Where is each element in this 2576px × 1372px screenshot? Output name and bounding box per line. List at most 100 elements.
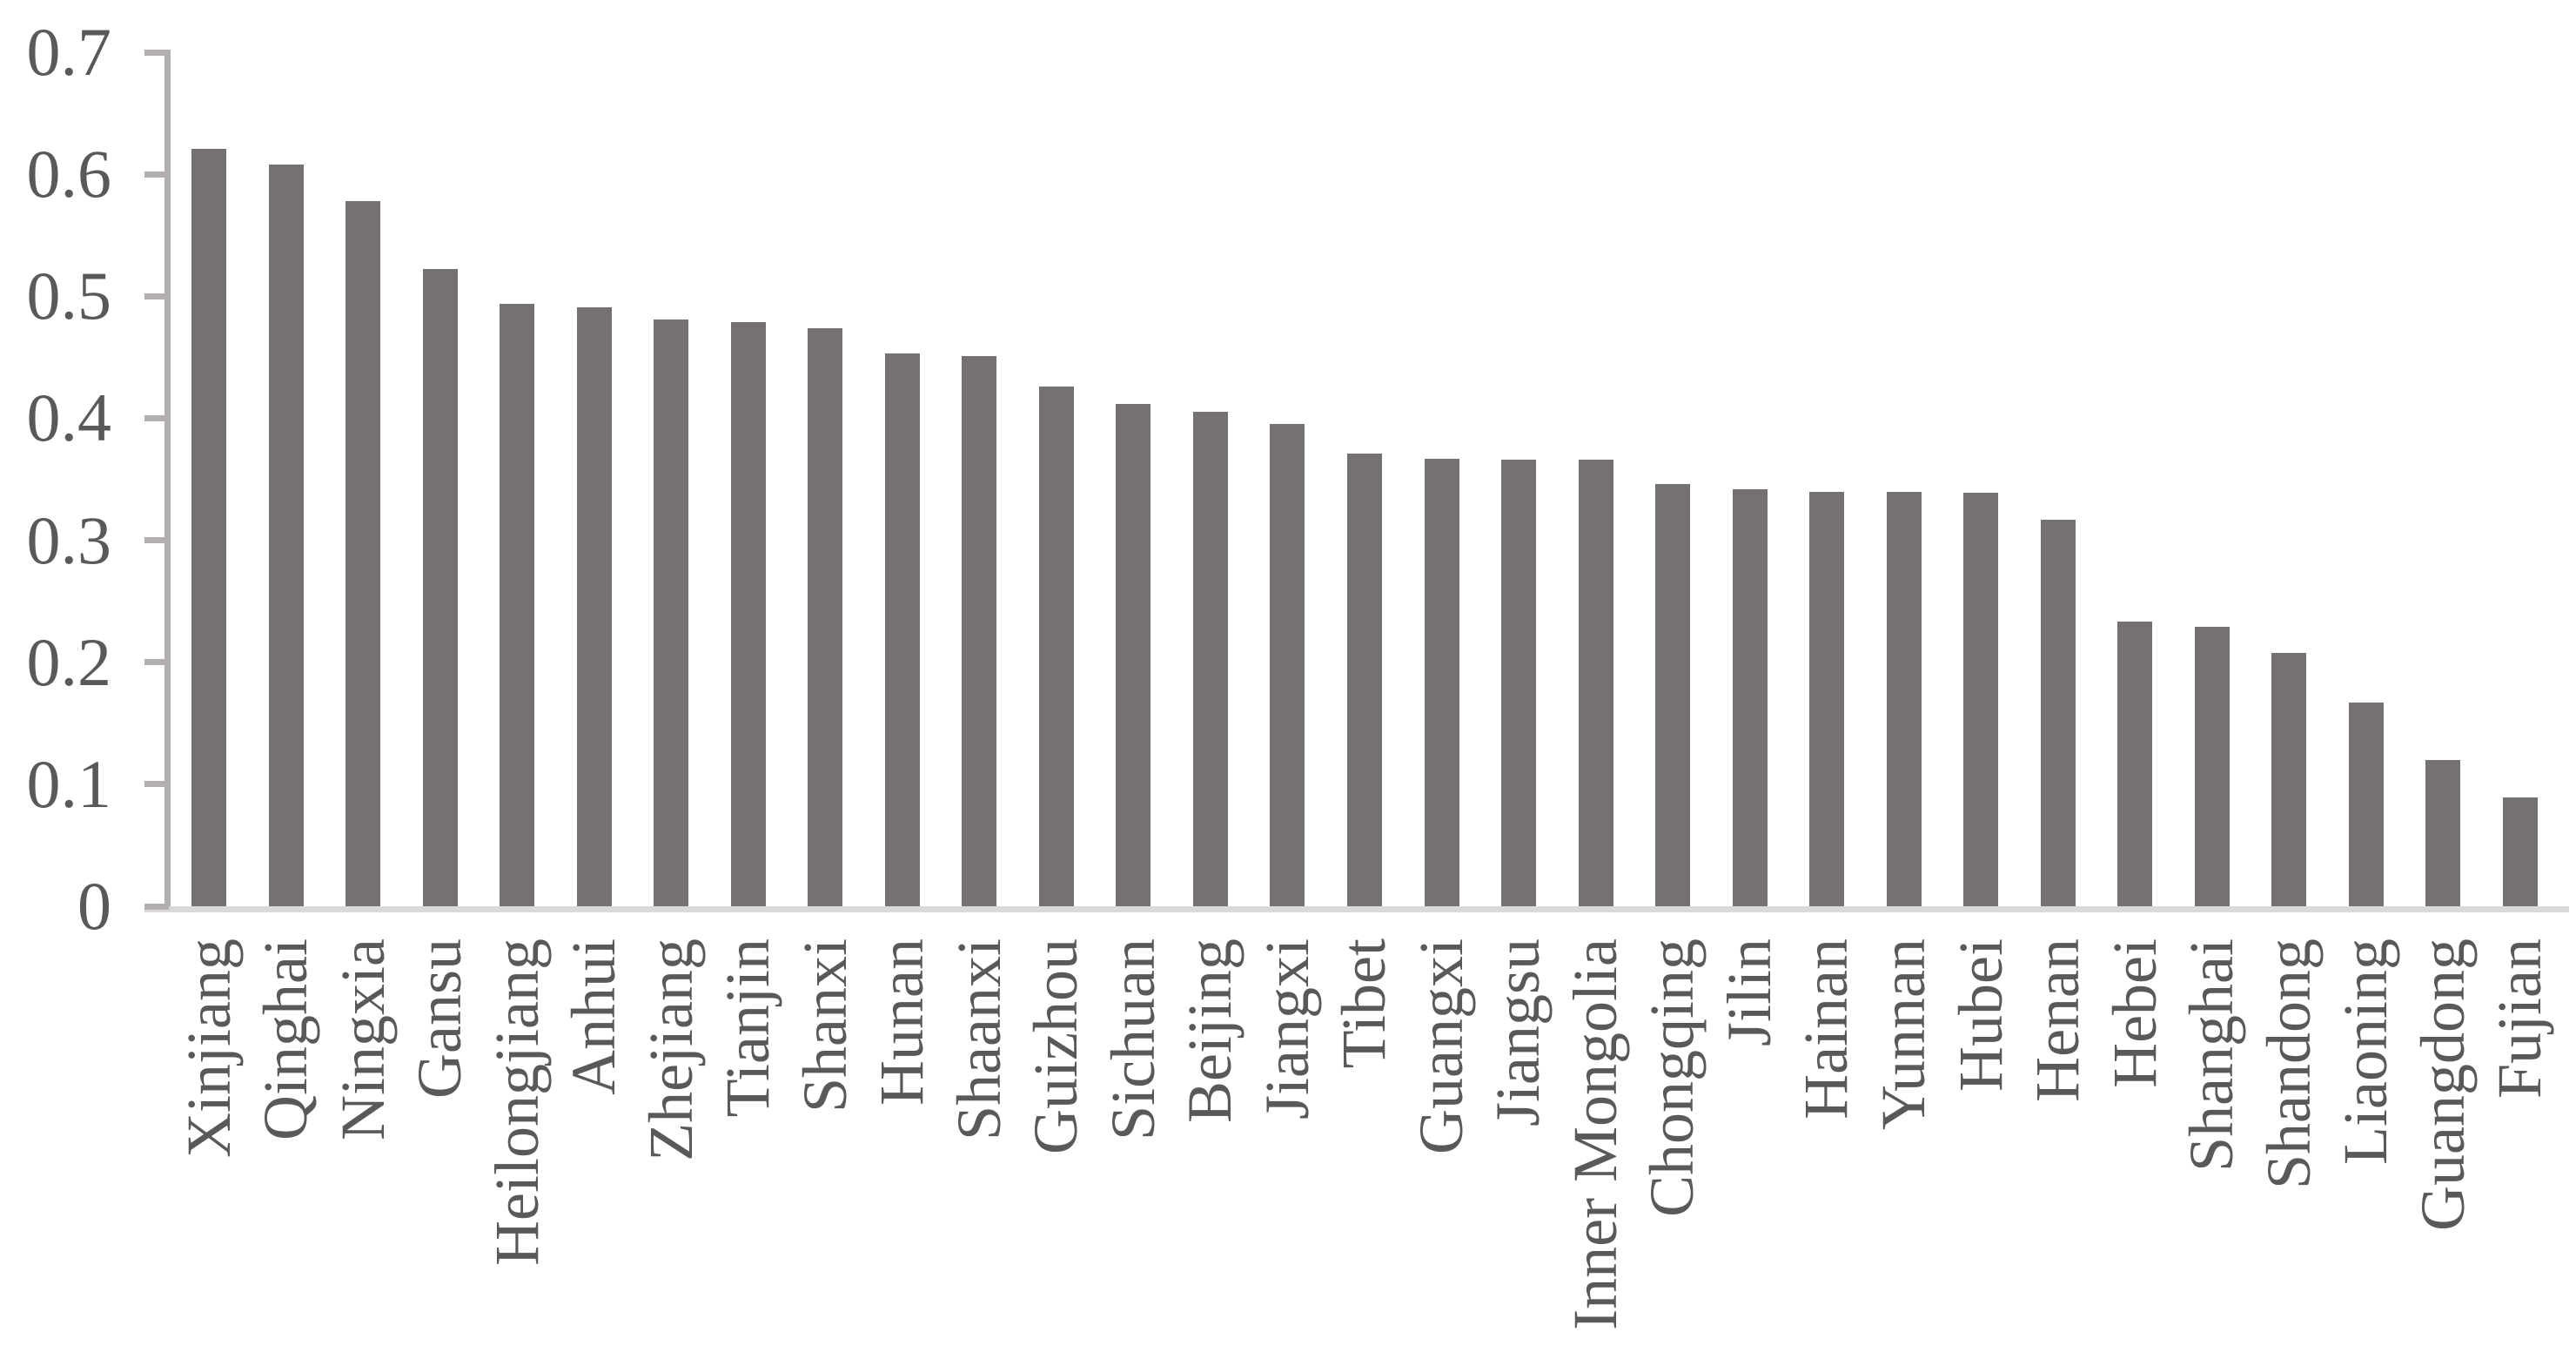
x-label-tibet: Tibet — [1329, 938, 1399, 1069]
x-label-slot: Shanghai — [2173, 938, 2251, 1370]
x-label-slot: Liaoning — [2327, 938, 2405, 1370]
bar-slot — [402, 52, 480, 906]
bar-slot — [864, 52, 942, 906]
x-label-hunan: Hunan — [867, 938, 937, 1106]
bar-hebei — [2117, 622, 2153, 906]
x-label-slot: Fujian — [2481, 938, 2559, 1370]
bar-slot — [248, 52, 325, 906]
x-label-slot: Jilin — [1711, 938, 1788, 1370]
bar-beijing — [1192, 412, 1228, 906]
bar-jiangsu — [1501, 460, 1537, 906]
bar-slot — [325, 52, 402, 906]
x-label-hainan: Hainan — [1791, 938, 1862, 1120]
x-label-zhejiang: Zhejiang — [635, 938, 706, 1161]
x-label-slot: Ningxia — [325, 938, 402, 1370]
x-label-jilin: Jilin — [1714, 938, 1784, 1047]
bar-shaanxi — [962, 356, 997, 906]
x-label-yunnan: Yunnan — [1868, 938, 1938, 1130]
y-tick-label: 0.6 — [26, 136, 112, 212]
bar-ningxia — [345, 201, 381, 906]
x-label-jiangsu: Jiangsu — [1483, 938, 1553, 1127]
y-tick-label: 0.1 — [26, 746, 112, 822]
x-label-henan: Henan — [2023, 938, 2093, 1102]
bar-inner-mongolia — [1578, 460, 1613, 906]
x-label-jiangxi: Jiangxi — [1251, 938, 1322, 1120]
bar-guangdong — [2425, 760, 2461, 906]
bar-shanghai — [2194, 627, 2230, 906]
x-label-slot: Yunnan — [1865, 938, 1942, 1370]
y-tick-mark — [144, 50, 169, 56]
bar-slot — [2327, 52, 2405, 906]
y-tick-mark — [144, 904, 169, 910]
bar-hainan — [1809, 492, 1845, 906]
y-tick-mark — [144, 537, 169, 543]
x-label-ningxia: Ningxia — [327, 938, 398, 1140]
plot-area — [171, 52, 2559, 906]
x-label-sichuan: Sichuan — [1097, 938, 1168, 1140]
y-tick-mark — [144, 415, 169, 421]
bar-heilongjiang — [500, 304, 535, 906]
bar-guangxi — [1424, 459, 1459, 906]
bar-slot — [941, 52, 1018, 906]
x-label-slot: Tibet — [1326, 938, 1404, 1370]
x-label-slot: Guizhou — [1018, 938, 1096, 1370]
y-tick-mark — [144, 293, 169, 299]
y-tick-mark — [144, 781, 169, 787]
bar-slot — [1788, 52, 1866, 906]
y-axis-line — [164, 50, 171, 912]
x-label-fujian: Fujian — [2485, 938, 2555, 1100]
bar-gansu — [422, 269, 458, 906]
x-label-chongqing: Chongqing — [1637, 938, 1707, 1218]
bar-slot — [2019, 52, 2096, 906]
bar-slot — [1172, 52, 1250, 906]
x-label-slot: Anhui — [556, 938, 634, 1370]
y-tick-mark — [144, 172, 169, 178]
x-label-slot: Qinghai — [248, 938, 325, 1370]
bar-slot — [1557, 52, 1634, 906]
y-tick-mark — [144, 659, 169, 665]
x-label-hebei: Hebei — [2099, 938, 2170, 1088]
bar-slot — [2405, 52, 2482, 906]
bar-slot — [1711, 52, 1788, 906]
bar-xinjiang — [191, 149, 227, 906]
x-label-shanxi: Shanxi — [789, 938, 860, 1113]
x-label-slot: Hainan — [1788, 938, 1866, 1370]
x-label-hubei: Hubei — [1945, 938, 2016, 1092]
bar-fujian — [2502, 797, 2538, 906]
bar-yunnan — [1886, 492, 1922, 906]
x-label-shaanxi: Shaanxi — [943, 938, 1014, 1140]
bar-guizhou — [1038, 387, 1074, 906]
bar-tibet — [1346, 454, 1382, 906]
y-tick-label: 0 — [77, 868, 111, 944]
x-label-shandong: Shandong — [2253, 938, 2324, 1189]
x-label-guangxi: Guangxi — [1405, 938, 1476, 1154]
x-label-slot: Shaanxi — [941, 938, 1018, 1370]
bar-jiangxi — [1270, 424, 1305, 906]
bar-slot — [2096, 52, 2174, 906]
x-label-slot: Chongqing — [1634, 938, 1712, 1370]
bar-slot — [2251, 52, 2328, 906]
y-tick-label: 0.5 — [26, 258, 112, 333]
x-label-gansu: Gansu — [405, 938, 475, 1099]
x-label-liaoning: Liaoning — [2331, 938, 2401, 1165]
bar-slot — [1326, 52, 1404, 906]
bar-sichuan — [1116, 404, 1151, 906]
x-label-anhui: Anhui — [559, 938, 629, 1095]
x-label-slot: Jiangxi — [1249, 938, 1326, 1370]
x-label-slot: Jiangsu — [1480, 938, 1558, 1370]
x-label-slot: Shanxi — [787, 938, 864, 1370]
x-label-slot: Hebei — [2096, 938, 2174, 1370]
x-label-shanghai: Shanghai — [2177, 938, 2247, 1172]
bar-slot — [171, 52, 248, 906]
bar-hubei — [1963, 493, 1999, 906]
bar-chongqing — [1655, 484, 1691, 906]
x-label-heilongjiang: Heilongjiang — [481, 938, 552, 1266]
bar-anhui — [576, 307, 612, 906]
x-label-slot: Henan — [2019, 938, 2096, 1370]
x-label-slot: Beijing — [1172, 938, 1250, 1370]
x-label-guizhou: Guizhou — [1021, 938, 1091, 1154]
bar-slot — [2481, 52, 2559, 906]
y-tick-label: 0.7 — [26, 14, 112, 90]
x-label-slot: Hubei — [1942, 938, 2020, 1370]
x-label-xinjiang: Xinjiang — [173, 938, 244, 1158]
